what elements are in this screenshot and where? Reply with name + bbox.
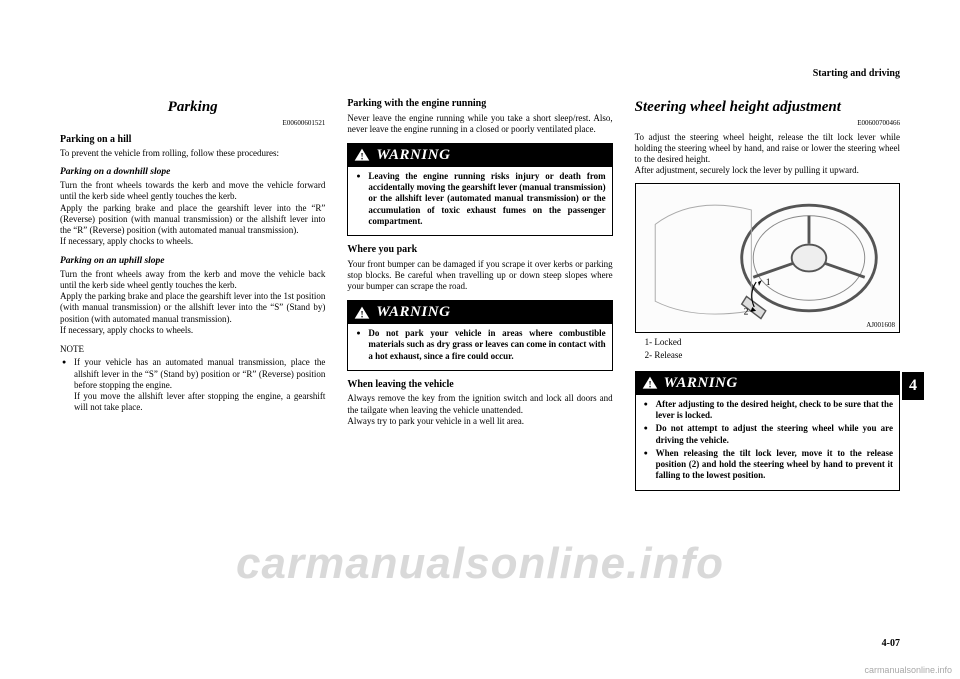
footer-url: carmanualsonline.info	[864, 665, 952, 675]
downhill-p1: Turn the front wheels towards the kerb a…	[60, 180, 325, 203]
legend-2: 2- Release	[635, 350, 900, 361]
leaving-vehicle-p2: Always try to park your vehicle in a wel…	[347, 416, 612, 427]
where-park-title: Where you park	[347, 244, 612, 257]
steering-illustration: 1 2	[636, 184, 899, 332]
steering-p2: After adjustment, securely lock the leve…	[635, 165, 900, 176]
warning-head-2: ! WARNING	[348, 301, 611, 324]
ecode-steering: E00600700466	[635, 119, 900, 128]
parking-title: Parking	[60, 98, 325, 117]
svg-text:!: !	[361, 310, 364, 319]
svg-text:2: 2	[743, 306, 748, 317]
content-columns: Parking E00600601521 Parking on a hill T…	[60, 98, 900, 499]
note-list: If your vehicle has an automated manual …	[60, 357, 325, 413]
warning-triangle-icon: !	[354, 148, 370, 162]
warning-label-3: WARNING	[664, 374, 738, 393]
running-head: Starting and driving	[813, 68, 900, 79]
parking-hill-title: Parking on a hill	[60, 134, 325, 147]
leaving-vehicle-title: When leaving the vehicle	[347, 379, 612, 392]
steering-title: Steering wheel height adjustment	[635, 98, 900, 117]
column-2: Parking with the engine running Never le…	[347, 98, 612, 499]
downhill-p3: If necessary, apply chocks to wheels.	[60, 236, 325, 247]
warning-triangle-icon: !	[354, 306, 370, 320]
warning1-item: Leaving the engine running risks injury …	[354, 171, 605, 227]
warning-box-1: ! WARNING Leaving the engine running ris…	[347, 143, 612, 236]
column-1: Parking E00600601521 Parking on a hill T…	[60, 98, 325, 499]
manual-page: Starting and driving Parking E0060060152…	[0, 0, 960, 679]
downhill-p2: Apply the parking brake and place the ge…	[60, 203, 325, 237]
note-label: NOTE	[60, 344, 325, 355]
steering-p1: To adjust the steering wheel height, rel…	[635, 132, 900, 166]
downhill-title: Parking on a downhill slope	[60, 167, 325, 179]
warning3-item-2: Do not attempt to adjust the steering wh…	[642, 423, 893, 446]
uphill-p3: If necessary, apply chocks to wheels.	[60, 325, 325, 336]
svg-text:!: !	[648, 381, 651, 390]
warning-head-1: ! WARNING	[348, 144, 611, 167]
note-item: If your vehicle has an automated manual …	[60, 357, 325, 413]
engine-running-body: Never leave the engine running while you…	[347, 113, 612, 136]
uphill-title: Parking on an uphill slope	[60, 256, 325, 268]
warning-body-1: Leaving the engine running risks injury …	[348, 167, 611, 235]
warning-box-2: ! WARNING Do not park your vehicle in ar…	[347, 300, 612, 371]
svg-text:1: 1	[765, 276, 770, 287]
warning3-item-1: After adjusting to the desired height, c…	[642, 399, 893, 422]
uphill-p2: Apply the parking brake and place the ge…	[60, 291, 325, 325]
warning-label-2: WARNING	[376, 303, 450, 322]
legend-1: 1- Locked	[635, 337, 900, 348]
page-number: 4-07	[882, 638, 900, 649]
warning3-item-3: When releasing the tilt lock lever, move…	[642, 448, 893, 482]
watermark: carmanualsonline.info	[0, 539, 960, 589]
warning-body-3: After adjusting to the desired height, c…	[636, 395, 899, 490]
steering-figure: 1 2 AJ001608	[635, 183, 900, 333]
leaving-vehicle-p1: Always remove the key from the ignition …	[347, 393, 612, 416]
ecode-parking: E00600601521	[60, 119, 325, 128]
warning2-item: Do not park your vehicle in areas where …	[354, 328, 605, 362]
svg-text:!: !	[361, 153, 364, 162]
note-item-text-b: If you move the allshift lever after sto…	[74, 391, 325, 412]
warning-label-1: WARNING	[376, 146, 450, 165]
figure-code: AJ001608	[866, 321, 895, 330]
warning-body-2: Do not park your vehicle in areas where …	[348, 324, 611, 370]
note-item-text-a: If your vehicle has an automated manual …	[74, 357, 325, 390]
parking-hill-body: To prevent the vehicle from rolling, fol…	[60, 148, 325, 159]
column-3: Steering wheel height adjustment E006007…	[635, 98, 900, 499]
engine-running-title: Parking with the engine running	[347, 98, 612, 111]
warning-triangle-icon: !	[642, 376, 658, 390]
chapter-side-tab: 4	[902, 372, 924, 400]
warning-head-3: ! WARNING	[636, 372, 899, 395]
where-park-body: Your front bumper can be damaged if you …	[347, 259, 612, 293]
uphill-p1: Turn the front wheels away from the kerb…	[60, 269, 325, 292]
warning-box-3: ! WARNING After adjusting to the desired…	[635, 371, 900, 491]
